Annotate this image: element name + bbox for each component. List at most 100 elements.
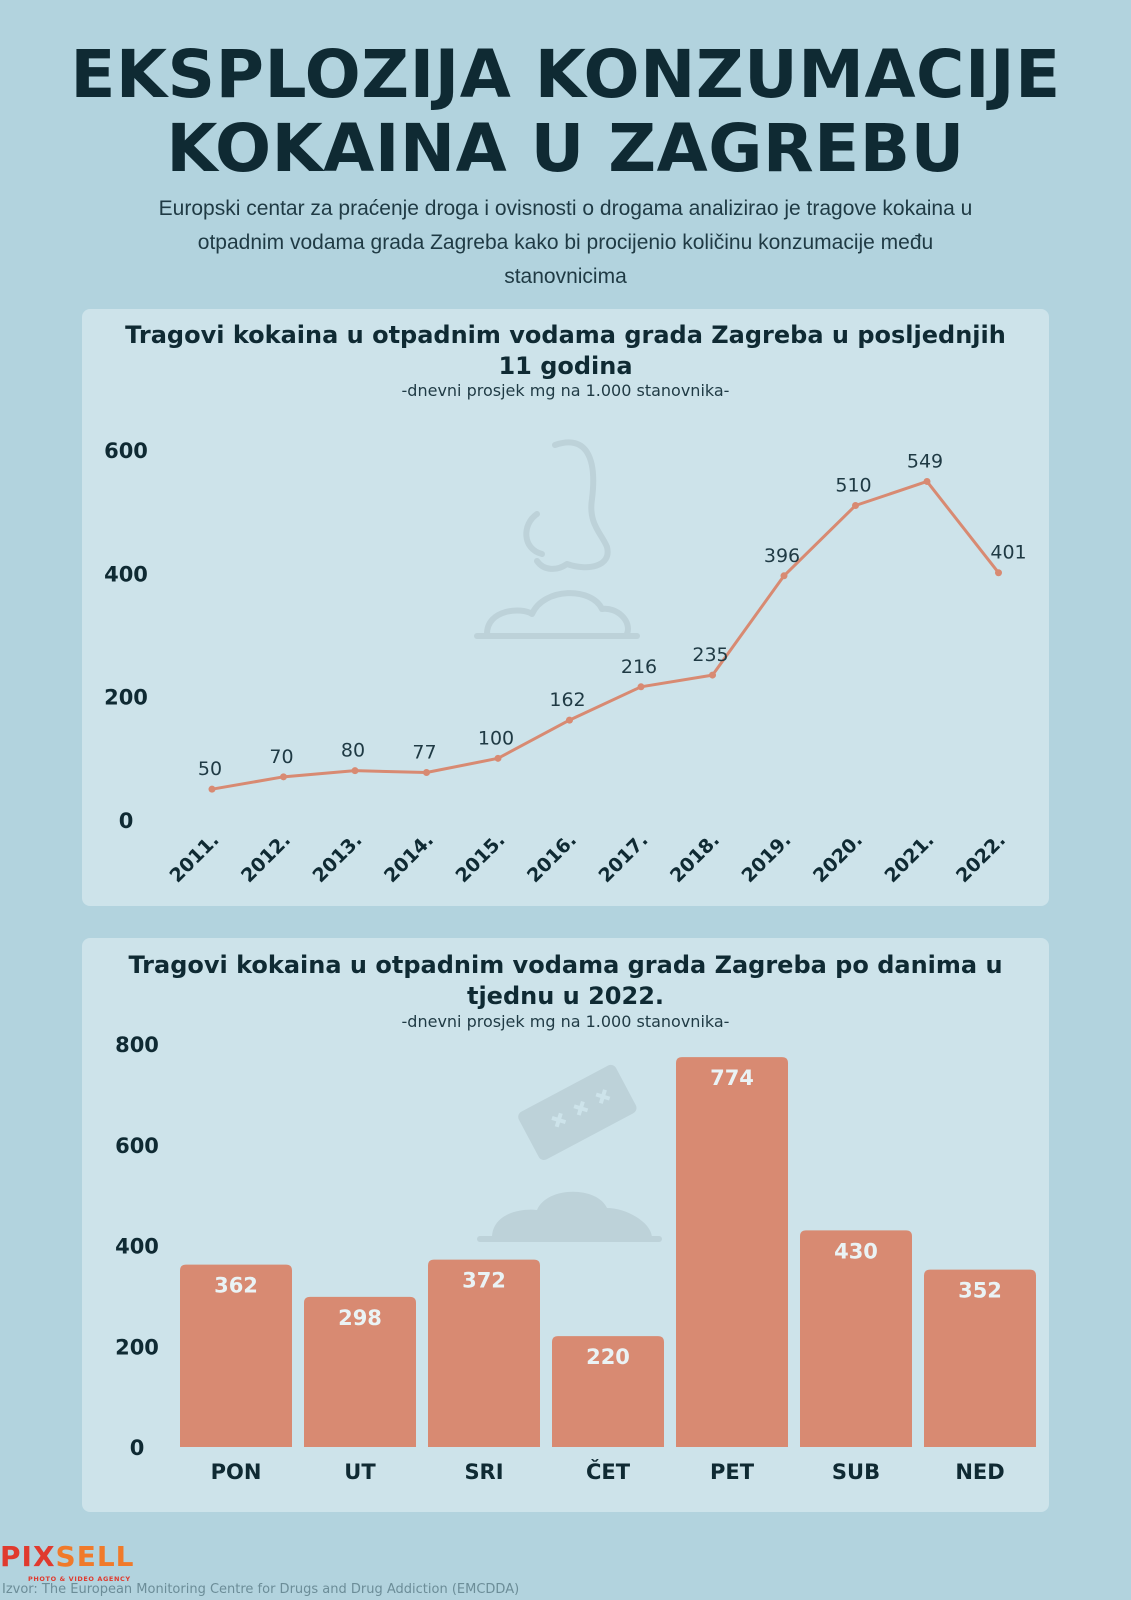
line-chart-panel: Tragovi kokaina u otpadnim vodama grada … xyxy=(82,309,1049,906)
line-series xyxy=(211,479,1000,791)
bar-chart-subtitle: -dnevni prosjek mg na 1.000 stanovnika- xyxy=(401,1012,730,1031)
y-tick-label: 800 xyxy=(115,1033,159,1057)
line-chart-subtitle: -dnevni prosjek mg na 1.000 stanovnika- xyxy=(401,381,730,400)
bar-value-label: 362 xyxy=(214,1274,258,1298)
x-tick-label: 2022. xyxy=(952,829,1010,887)
intro-line1: Europski centar za praćenje droga i ovis… xyxy=(158,197,973,220)
logo-tagline: PHOTO & VIDEO AGENCY xyxy=(28,1575,131,1583)
x-tick-label: 2014. xyxy=(380,829,438,887)
line-point xyxy=(637,683,645,691)
x-tick-label: 2012. xyxy=(237,829,295,887)
bar-value-label: 774 xyxy=(710,1066,754,1090)
x-tick-label: 2013. xyxy=(308,829,366,887)
bar-value-label: 352 xyxy=(958,1279,1002,1303)
logo-text-part1: PIX xyxy=(0,1540,56,1573)
y-tick-label: 400 xyxy=(115,1235,159,1259)
bar-chart-title-line1: Tragovi kokaina u otpadnim vodama grada … xyxy=(128,951,1003,979)
bar-chart: 0 200 400 600 800 362 298 372 220 774 430 352 PON U… xyxy=(115,1033,1036,1484)
data-label: 549 xyxy=(907,450,943,472)
bar-chart-title-line2: tjednu u 2022. xyxy=(466,982,665,1010)
x-tick-label: 2016. xyxy=(523,829,581,887)
data-label: 70 xyxy=(269,746,293,768)
x-category-label: ČET xyxy=(586,1459,631,1484)
y-tick-label: 400 xyxy=(104,562,148,586)
line-point xyxy=(423,769,430,777)
y-tick-label: 200 xyxy=(115,1335,159,1359)
x-category-label: PET xyxy=(710,1460,755,1484)
source-note: Izvor: The European Monitoring Centre fo… xyxy=(2,1582,520,1597)
line-point xyxy=(566,716,573,724)
intro-line2: otpadnim vodama grada Zagreba kako bi pr… xyxy=(197,231,934,254)
x-tick-label: 2015. xyxy=(451,829,509,887)
bar xyxy=(552,1336,664,1447)
line-point xyxy=(494,754,502,762)
x-tick-label: 2019. xyxy=(737,829,795,887)
x-category-label: UT xyxy=(344,1460,376,1484)
razor-blade-icon xyxy=(477,1064,662,1242)
line-data-labels: 50 70 80 77 100 162 216 235 396 510 549 401 xyxy=(198,450,1027,780)
line-points xyxy=(208,477,1002,793)
bar-value-label: 430 xyxy=(834,1239,878,1263)
data-label: 510 xyxy=(835,475,871,497)
intro-line3: stanovnicima xyxy=(504,265,627,288)
data-label: 77 xyxy=(412,742,436,764)
bar xyxy=(924,1269,1036,1447)
main-title-line2: KOKAINA U ZAGREBU xyxy=(166,110,965,187)
line-point xyxy=(852,502,859,509)
bar-chart-x-axis: PON UT SRI ČET PET SUB NED xyxy=(211,1459,1005,1484)
main-title: EKSPLOZIJA KONZUMACIJE KOKAINA U ZAGREBU xyxy=(0,38,1131,186)
data-label: 396 xyxy=(764,545,800,567)
data-label: 100 xyxy=(478,727,514,749)
main-title-line1: EKSPLOZIJA KONZUMACIJE xyxy=(70,36,1061,113)
x-tick-label: 2020. xyxy=(809,829,867,887)
x-tick-label: 2011. xyxy=(165,829,223,887)
y-tick-label: 600 xyxy=(104,439,148,463)
x-category-label: SUB xyxy=(832,1460,880,1484)
y-tick-label: 600 xyxy=(115,1134,159,1158)
data-label: 50 xyxy=(198,758,222,780)
bar xyxy=(304,1296,416,1447)
nose-icon xyxy=(474,439,640,639)
x-category-label: NED xyxy=(955,1460,1004,1484)
bar-value-label: 298 xyxy=(338,1306,382,1330)
bar-value-label: 372 xyxy=(462,1269,506,1293)
line-point xyxy=(709,671,716,679)
data-label: 235 xyxy=(692,644,728,666)
line-point xyxy=(995,569,1002,577)
x-tick-label: 2017. xyxy=(594,829,652,887)
bar-series: 362 298 372 220 774 430 352 xyxy=(180,1057,1036,1447)
line-chart-title-line2: 11 godina xyxy=(498,352,633,380)
line-point xyxy=(280,773,287,781)
bar-value-label: 220 xyxy=(586,1345,630,1369)
bar-chart-y-axis: 0 200 400 600 800 xyxy=(115,1033,159,1460)
line-point xyxy=(780,572,788,580)
pixsell-logo: PIXSELL xyxy=(0,1542,135,1572)
y-tick-label: 0 xyxy=(130,1436,145,1460)
line-chart-title-line1: Tragovi kokaina u otpadnim vodama grada … xyxy=(125,321,1006,349)
x-category-label: PON xyxy=(211,1460,262,1484)
bar-chart-title: Tragovi kokaina u otpadnim vodama grada … xyxy=(102,950,1029,1012)
bar xyxy=(428,1259,540,1447)
bar xyxy=(180,1264,292,1447)
data-label: 401 xyxy=(990,542,1026,564)
x-tick-label: 2018. xyxy=(666,829,724,887)
line-point xyxy=(351,767,359,775)
data-label: 162 xyxy=(549,689,585,711)
logo-text-part2: SELL xyxy=(55,1540,135,1573)
data-label: 80 xyxy=(341,740,365,762)
line-point xyxy=(208,785,216,793)
y-tick-label: 0 xyxy=(119,809,134,833)
data-label: 216 xyxy=(621,656,657,678)
line-chart-y-axis: 0 200 400 600 xyxy=(104,439,148,833)
bar xyxy=(676,1057,788,1447)
line-point xyxy=(923,477,931,485)
bar-chart-panel: Tragovi kokaina u otpadnim vodama grada … xyxy=(82,938,1049,1512)
x-tick-label: 2021. xyxy=(880,829,938,887)
line-chart-x-axis: 2011. 2012. 2013. 2014. 2015. 2016. 2017. 2018.… xyxy=(165,829,1010,887)
intro-text: Europski centar za praćenje droga i ovis… xyxy=(90,192,1041,294)
line-chart-title: Tragovi kokaina u otpadnim vodama grada … xyxy=(102,320,1029,382)
y-tick-label: 200 xyxy=(104,686,148,710)
bar xyxy=(800,1230,912,1447)
x-category-label: SRI xyxy=(464,1460,503,1484)
line-chart: 0 200 400 600 2011. 2012. 2013. 2014. 2015. 2016… xyxy=(104,439,1027,887)
